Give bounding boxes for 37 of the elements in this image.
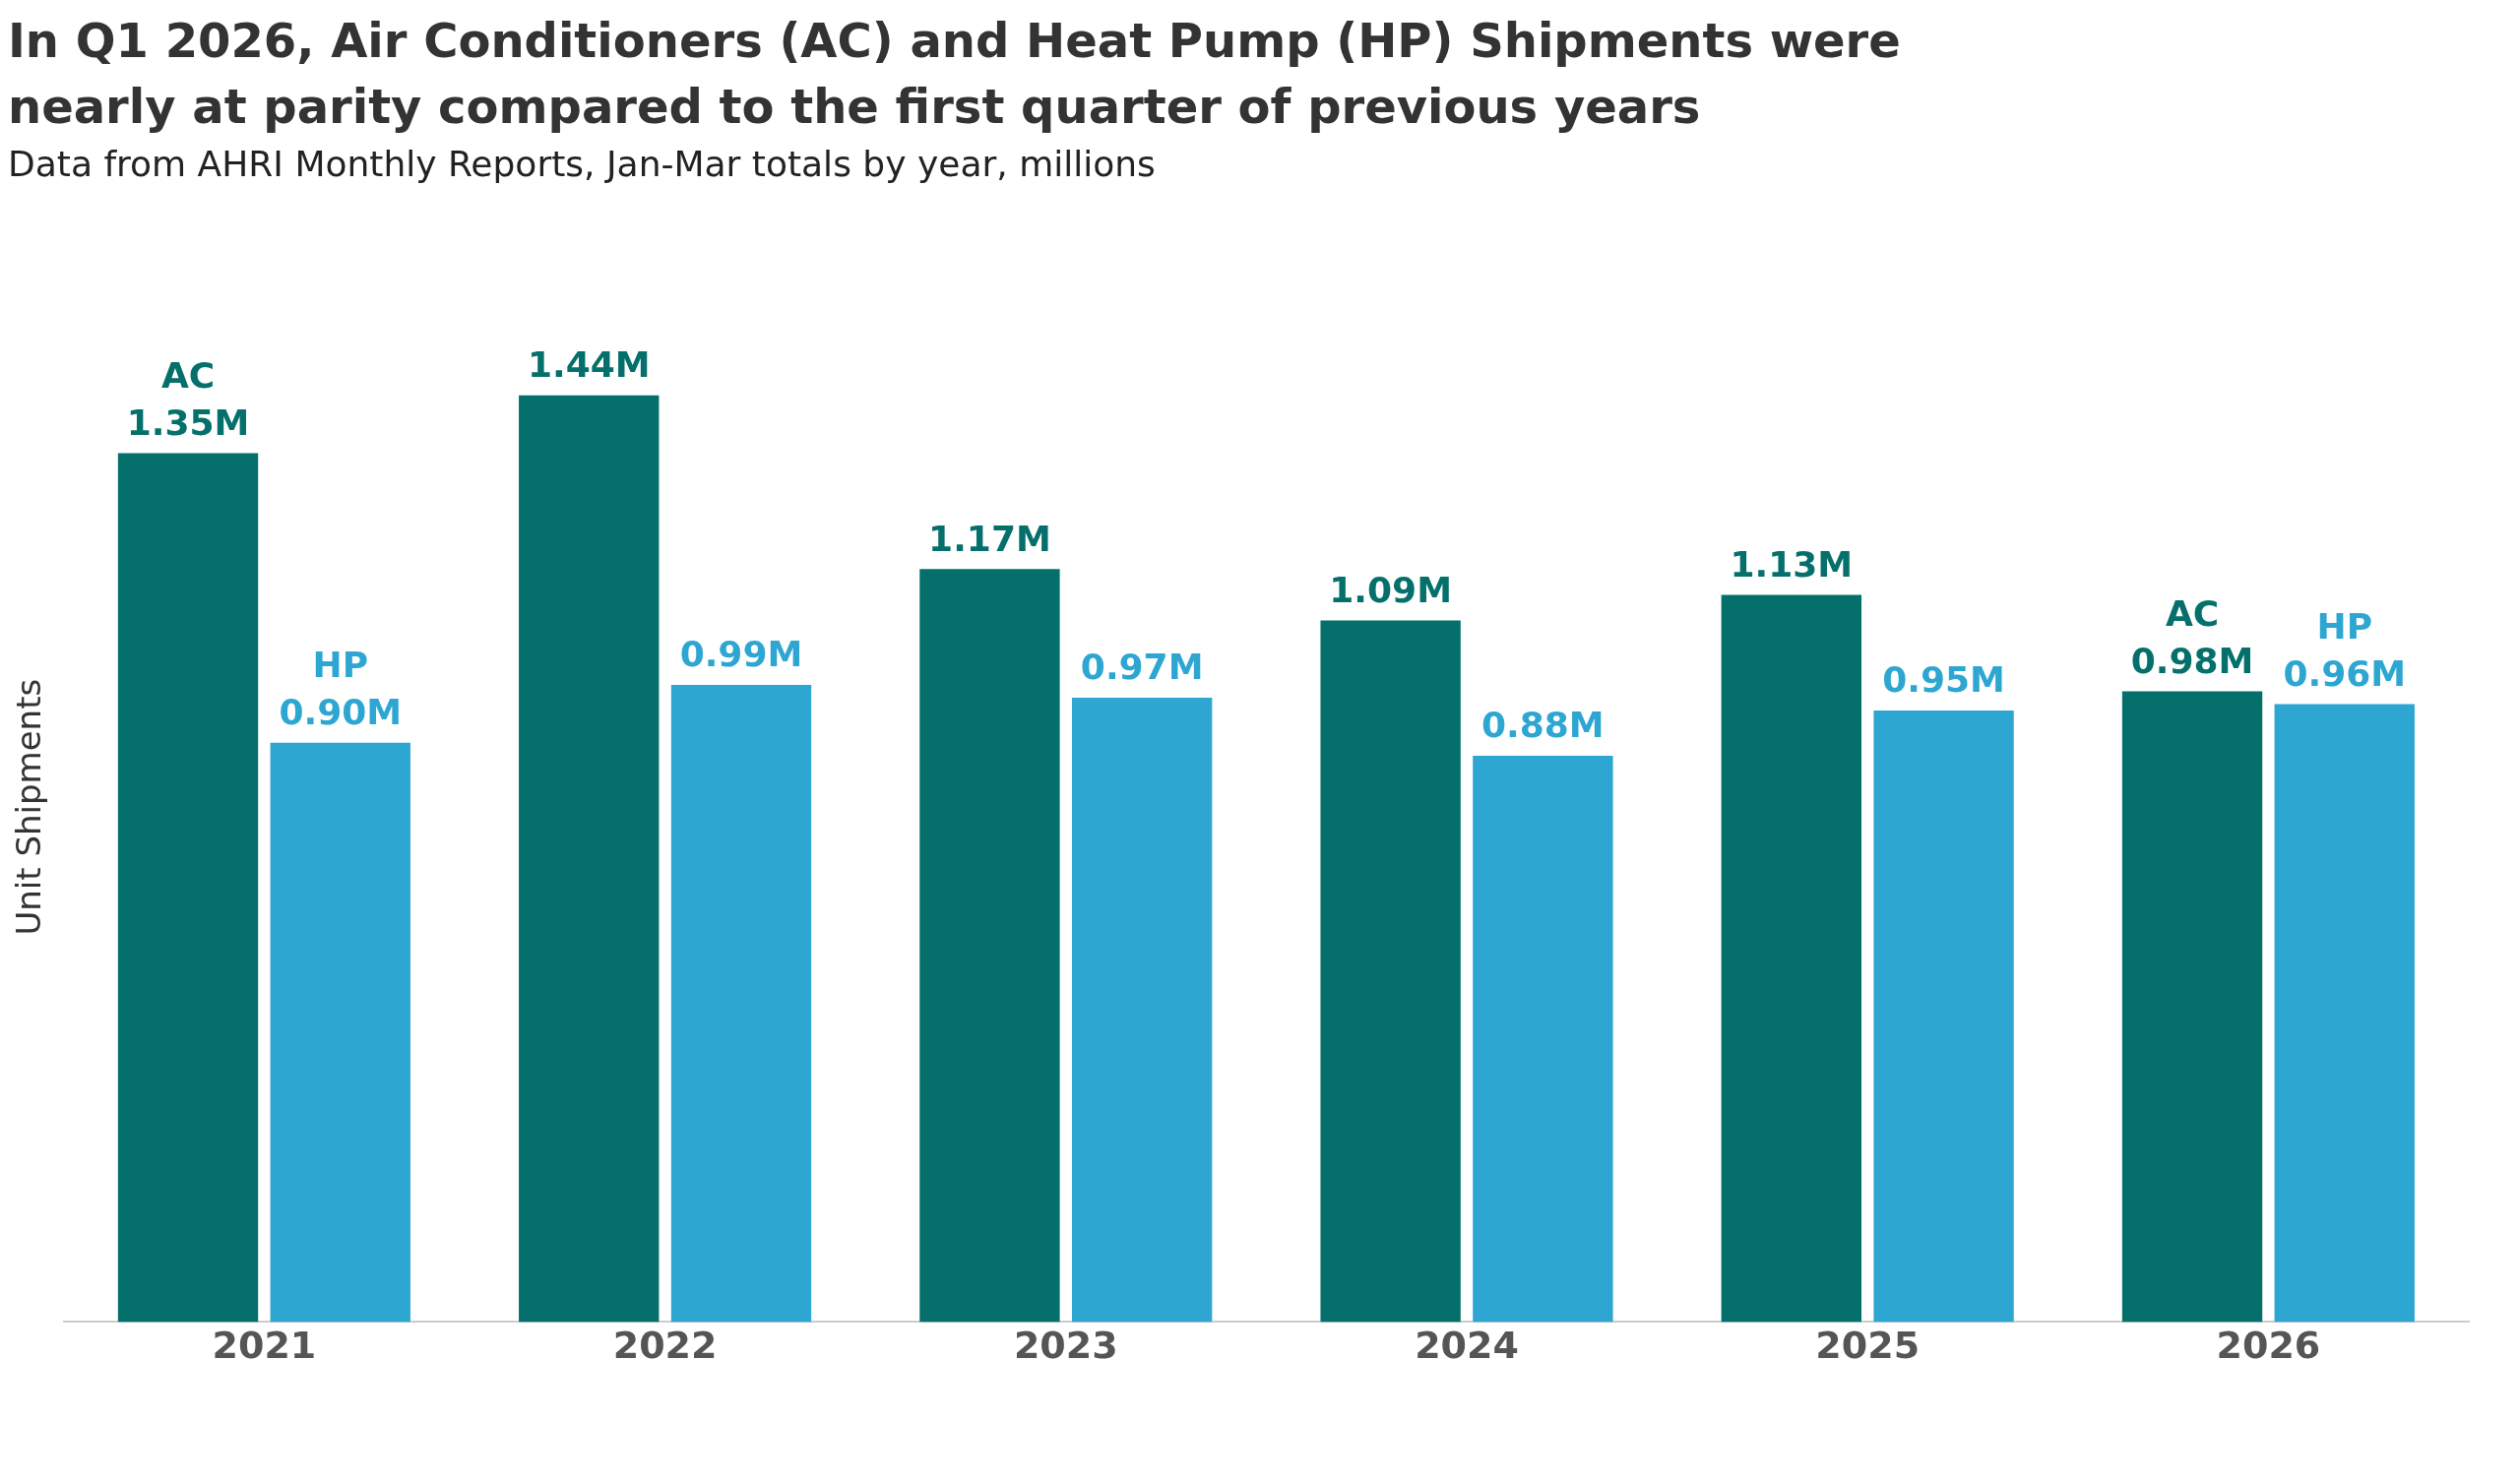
x-tick-label: 2021 (212, 1324, 317, 1368)
data-label: 0.99M (679, 634, 803, 675)
data-label: 1.09M (1329, 570, 1452, 611)
data-label: 1.44M (527, 344, 651, 386)
data-label: 0.96M (2283, 653, 2407, 695)
data-label: 1.13M (1730, 544, 1854, 586)
bar (1473, 756, 1613, 1323)
data-label: 0.95M (1882, 659, 2005, 701)
x-tick-label: 2022 (612, 1324, 718, 1368)
data-label: 0.88M (1481, 705, 1605, 746)
data-label: 1.35M (126, 402, 250, 444)
bar (519, 396, 660, 1323)
x-tick-label: 2024 (1415, 1324, 1519, 1368)
y-axis-title: Unit Shipments (9, 679, 49, 936)
series-label: AC (160, 355, 216, 397)
data-label: 0.90M (279, 692, 403, 733)
text: AC (2165, 593, 2220, 635)
data-label: 0.97M (1080, 647, 1204, 688)
bar (2274, 704, 2415, 1323)
x-tick-label: 2025 (1815, 1324, 1921, 1368)
bar (670, 685, 812, 1323)
data-label: 1.17M (928, 518, 1051, 559)
bar (2121, 691, 2263, 1323)
bar (1721, 594, 1862, 1323)
text: HP (2316, 606, 2373, 648)
bar (1320, 620, 1461, 1323)
bar (919, 569, 1060, 1323)
data-label: 0.98M (2130, 641, 2254, 682)
x-tick-label: 2026 (2216, 1324, 2321, 1368)
bar (1071, 698, 1213, 1323)
x-tick-label: 2023 (1013, 1324, 1118, 1368)
chart-title: In Q1 2026, Air Conditioners (AC) and Heat Pump (HP) Shipments were nearly at parity compared to the first quarter of previous years (8, 12, 1902, 137)
bar (270, 743, 410, 1323)
chart-subtitle: Data from AHRI Monthly Reports, Jan-Mar totals by year, millions (8, 144, 1157, 185)
bar (117, 453, 259, 1323)
series-label: HP (312, 645, 369, 686)
bar (1873, 711, 2014, 1323)
